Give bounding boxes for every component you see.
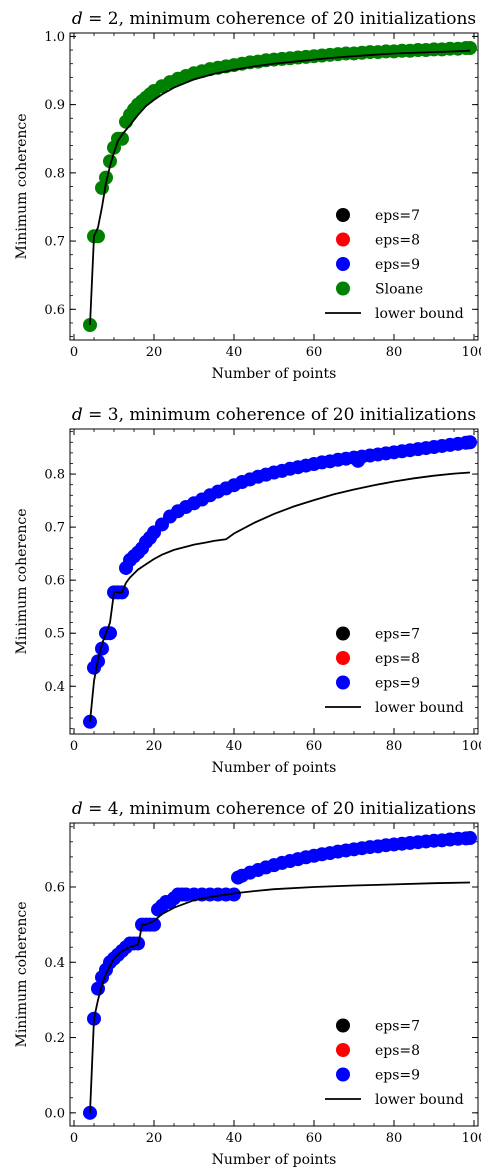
y-tick-label: 0.5 [44,627,65,642]
data-point [99,170,113,185]
y-tick-label: 0.4 [44,956,65,971]
chart-title: d = 2, minimum coherence of 20 initializ… [72,9,476,29]
x-tick-label: 0 [70,345,78,360]
y-tick-label: 0.8 [44,468,65,483]
legend-marker [336,208,350,222]
y-tick-label: 0.6 [44,574,65,589]
chart-title-variable: d [72,405,83,425]
legend-label: eps=7 [375,208,420,224]
x-tick-label: 100 [462,739,481,754]
lower-bound-line [89,471,471,722]
y-axis-label: Minimum coherence [14,508,30,654]
y-tick-label: 0.0 [44,1106,65,1121]
y-tick-label: 0.2 [44,1031,65,1046]
x-axis-label: Number of points [212,366,337,382]
data-point [463,435,477,450]
x-tick-label: 20 [146,739,163,754]
x-tick-label: 60 [306,345,323,360]
x-tick-label: 100 [462,1131,481,1146]
legend-marker [336,232,350,247]
legend-label: eps=9 [375,676,420,692]
data-point [227,887,241,902]
x-tick-label: 40 [226,345,243,360]
x-tick-label: 0 [70,739,78,754]
legend-label: eps=9 [375,1068,420,1084]
legend-marker [336,675,350,690]
legend: eps=7 eps=8 eps=9 lower bound [325,1018,464,1108]
legend-label: lower bound [375,1092,464,1108]
legend-label: lower bound [375,306,464,322]
x-tick-label: 80 [386,739,403,754]
x-axis-label: Number of points [212,760,337,776]
x-tick-label: 40 [226,1131,243,1146]
legend-label: eps=8 [375,651,420,667]
y-tick-label: 0.7 [44,521,65,536]
lower-bound-line [89,881,471,1113]
data-point [147,917,161,932]
chart-title: d = 4, minimum coherence of 20 initializ… [72,799,476,819]
legend-label: eps=8 [375,233,420,249]
legend-marker [336,651,350,665]
x-tick-label: 80 [386,1131,403,1146]
legend-marker [336,281,350,296]
plot-frame [69,428,479,735]
x-tick-label: 100 [462,345,481,360]
data-point [103,154,117,169]
legend-label: Sloane [375,282,423,298]
x-tick-label: 80 [386,345,403,360]
x-tick-label: 60 [306,1131,323,1146]
legend-label: eps=9 [375,257,420,273]
legend-marker [336,1067,350,1082]
x-tick-label: 20 [146,345,163,360]
legend: eps=7 eps=8 eps=9 lower bound [325,626,464,716]
legend: eps=7 eps=8 eps=9 Sloane lower bound [325,208,464,322]
chart-panel-3: d = 4, minimum coherence of 20 initializ… [14,799,481,1168]
plot-frame [69,32,479,341]
x-tick-label: 60 [306,739,323,754]
x-tick-label: 0 [70,1131,78,1146]
chart-panel-2: d = 3, minimum coherence of 20 initializ… [14,405,481,776]
data-point [83,1105,97,1120]
chart-title-text: = 4, minimum coherence of 20 initializat… [83,799,476,819]
plot-frame [69,822,479,1127]
x-tick-label: 20 [146,1131,163,1146]
chart-panel-1: d = 2, minimum coherence of 20 initializ… [14,9,481,382]
y-axis-label: Minimum coherence [14,901,30,1047]
lower-bound-line [89,49,471,326]
chart-title: d = 3, minimum coherence of 20 initializ… [72,405,476,425]
chart-title-text: = 3, minimum coherence of 20 initializat… [83,405,476,425]
data-point [95,641,109,656]
legend-marker [336,1018,350,1033]
legend-marker [336,626,350,641]
x-axis-label: Number of points [212,1152,337,1168]
y-tick-label: 1.0 [44,30,65,45]
data-point [115,131,129,146]
chart-title-text: = 2, minimum coherence of 20 initializat… [83,9,476,29]
legend-label: eps=8 [375,1043,420,1059]
legend-marker [336,257,350,271]
legend-label: eps=7 [375,627,420,643]
y-tick-label: 0.9 [44,98,65,113]
data-point [463,831,477,846]
chart-title-variable: d [72,799,83,819]
y-tick-label: 0.8 [44,166,65,181]
data-point [463,41,477,56]
chart-title-variable: d [72,9,83,29]
y-tick-label: 0.6 [44,303,65,318]
y-axis-label: Minimum coherence [14,113,30,259]
y-tick-label: 0.4 [44,680,65,695]
y-tick-label: 0.6 [44,880,65,895]
legend-label: eps=7 [375,1019,420,1035]
legend-label: lower bound [375,700,464,716]
x-tick-label: 40 [226,739,243,754]
y-tick-label: 0.7 [44,235,65,250]
legend-marker [336,1043,350,1057]
